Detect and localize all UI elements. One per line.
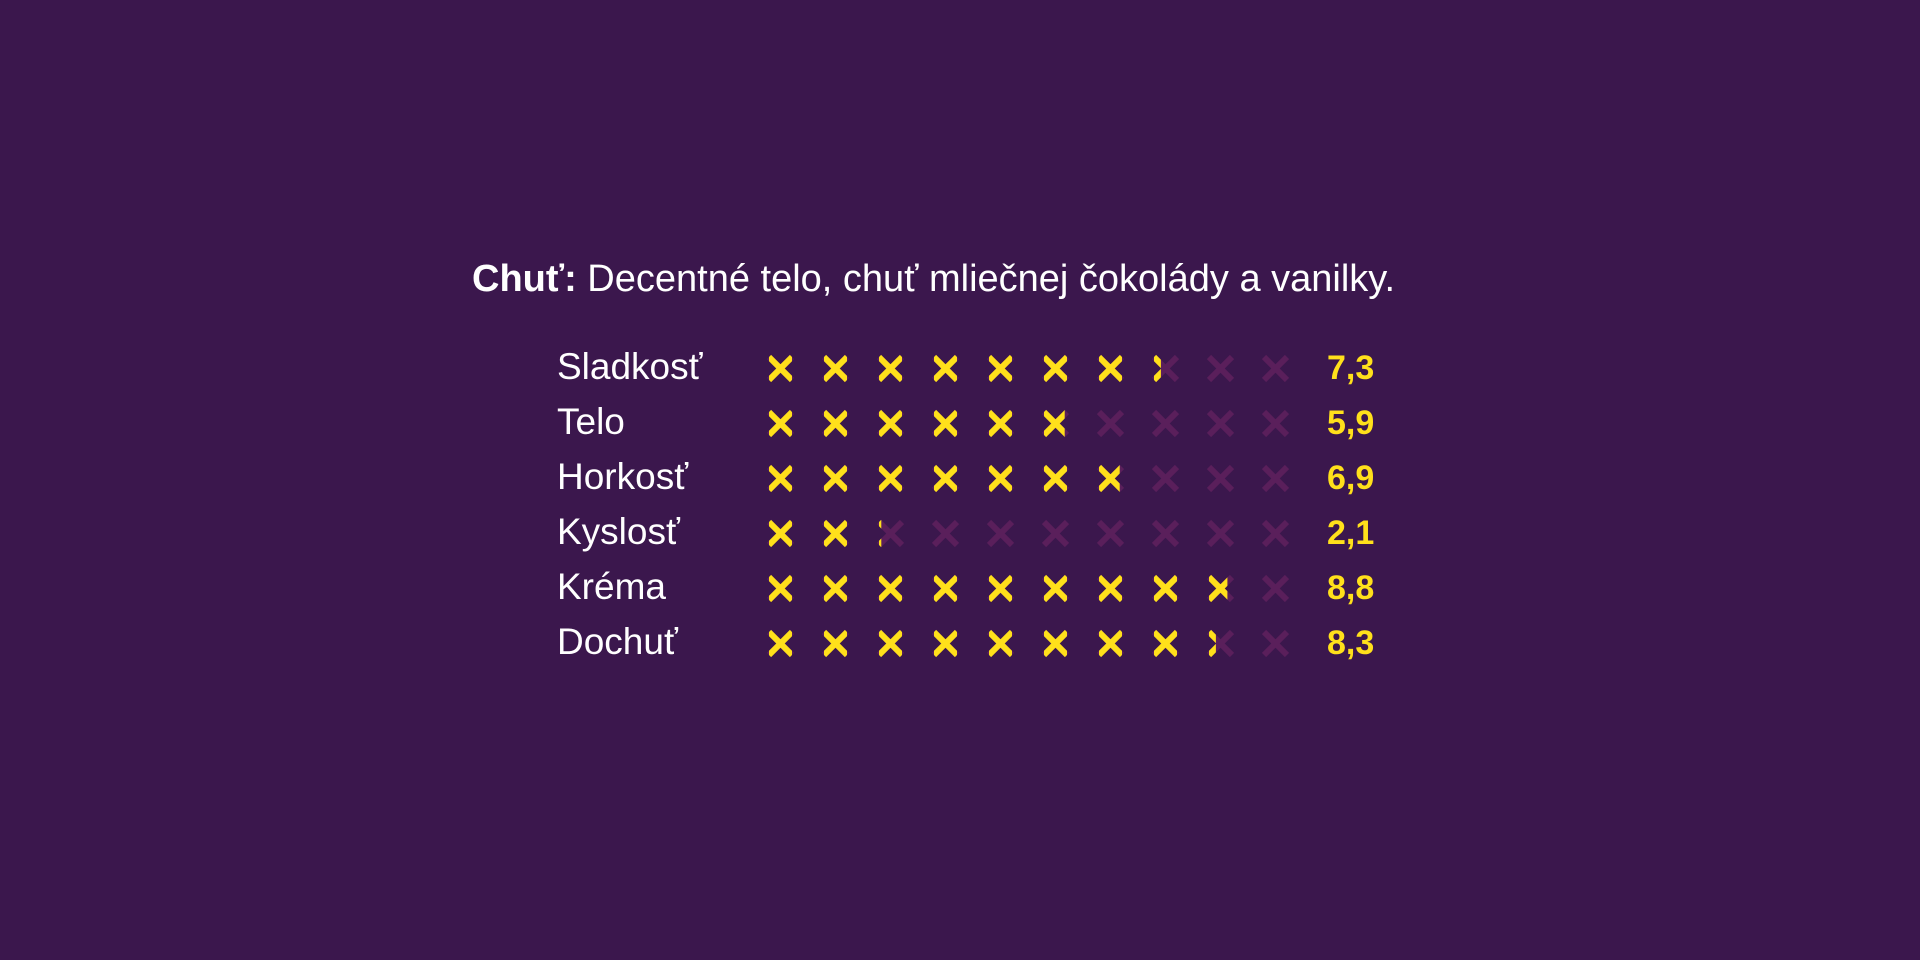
x-mark-icon	[973, 451, 1028, 506]
x-mark-icon	[1138, 341, 1193, 396]
rating-label: Horkosť	[557, 456, 689, 497]
x-mark-icon	[1083, 396, 1138, 451]
rating-score: 2,1	[1327, 514, 1375, 552]
x-mark-icon	[973, 396, 1028, 451]
rating-row-dochut: Dochuť 8,3	[557, 616, 1417, 671]
x-mark-icon	[1138, 506, 1193, 561]
x-mark-icon	[808, 396, 863, 451]
x-mark-icon	[973, 561, 1028, 616]
x-mark-icon	[1248, 506, 1303, 561]
rating-score: 5,9	[1327, 404, 1375, 442]
x-mark-icon	[1028, 616, 1083, 671]
x-mark-icon	[1248, 341, 1303, 396]
x-mark-icon	[1028, 506, 1083, 561]
x-mark-icon	[808, 561, 863, 616]
x-mark-icon	[863, 341, 918, 396]
taste-heading-label: Chuť:	[472, 258, 577, 300]
rating-score: 7,3	[1327, 349, 1375, 387]
rating-score: 8,3	[1327, 624, 1375, 662]
x-mark-icon	[1193, 506, 1248, 561]
taste-headline: Chuť: Decentné telo, chuť mliečnej čokol…	[472, 254, 1395, 304]
x-mark-icon	[1193, 616, 1248, 671]
rating-label: Kréma	[557, 566, 666, 607]
rating-label: Telo	[557, 401, 625, 442]
x-mark-icon	[918, 451, 973, 506]
x-mark-icon	[973, 506, 1028, 561]
x-mark-icon	[1028, 341, 1083, 396]
x-mark-icon	[753, 561, 808, 616]
rating-scale	[753, 341, 1293, 396]
x-mark-icon	[753, 396, 808, 451]
x-mark-icon	[863, 451, 918, 506]
x-mark-icon	[753, 616, 808, 671]
x-mark-icon	[1083, 616, 1138, 671]
x-mark-icon	[1028, 451, 1083, 506]
rating-label: Dochuť	[557, 621, 678, 662]
x-mark-icon	[918, 561, 973, 616]
x-mark-icon	[1138, 561, 1193, 616]
rating-label: Sladkosť	[557, 346, 703, 387]
x-mark-icon	[1248, 561, 1303, 616]
rating-list: Sladkosť 7,3 Telo 5,9 Horkosť 6,9 Kyslos…	[557, 341, 1417, 671]
x-mark-icon	[1248, 451, 1303, 506]
x-mark-icon	[1028, 561, 1083, 616]
x-mark-icon	[918, 616, 973, 671]
x-mark-icon	[863, 561, 918, 616]
x-mark-icon	[1248, 616, 1303, 671]
x-mark-icon	[1083, 341, 1138, 396]
rating-scale	[753, 616, 1293, 671]
rating-scale	[753, 451, 1293, 506]
x-mark-icon	[918, 396, 973, 451]
x-mark-icon	[918, 506, 973, 561]
x-mark-icon	[1248, 396, 1303, 451]
x-mark-icon	[1193, 396, 1248, 451]
x-mark-icon	[1193, 341, 1248, 396]
x-mark-icon	[973, 616, 1028, 671]
x-mark-icon	[753, 341, 808, 396]
rating-scale	[753, 396, 1293, 451]
x-mark-icon	[808, 341, 863, 396]
rating-scale	[753, 561, 1293, 616]
x-mark-icon	[1083, 451, 1138, 506]
x-mark-icon	[1083, 506, 1138, 561]
x-mark-icon	[863, 396, 918, 451]
x-mark-icon	[808, 451, 863, 506]
x-mark-icon	[1138, 451, 1193, 506]
x-mark-icon	[1083, 561, 1138, 616]
x-mark-icon	[1138, 396, 1193, 451]
rating-row-krema: Kréma 8,8	[557, 561, 1417, 616]
rating-row-telo: Telo 5,9	[557, 396, 1417, 451]
x-mark-icon	[808, 616, 863, 671]
rating-row-sladkost: Sladkosť 7,3	[557, 341, 1417, 396]
x-mark-icon	[1028, 396, 1083, 451]
rating-score: 8,8	[1327, 569, 1375, 607]
rating-row-horkost: Horkosť 6,9	[557, 451, 1417, 506]
rating-label: Kyslosť	[557, 511, 680, 552]
x-mark-icon	[863, 616, 918, 671]
x-mark-icon	[863, 506, 918, 561]
x-mark-icon	[753, 506, 808, 561]
x-mark-icon	[973, 341, 1028, 396]
x-mark-icon	[753, 451, 808, 506]
rating-scale	[753, 506, 1293, 561]
rating-row-kyslost: Kyslosť 2,1	[557, 506, 1417, 561]
x-mark-icon	[1138, 616, 1193, 671]
x-mark-icon	[1193, 561, 1248, 616]
rating-score: 6,9	[1327, 459, 1375, 497]
taste-description: Decentné telo, chuť mliečnej čokolády a …	[576, 258, 1396, 300]
x-mark-icon	[808, 506, 863, 561]
x-mark-icon	[918, 341, 973, 396]
x-mark-icon	[1193, 451, 1248, 506]
